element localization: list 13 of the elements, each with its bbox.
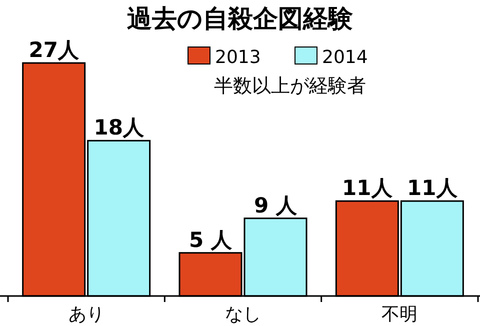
x-tick-label: なし xyxy=(225,304,261,325)
x-tick-label: 不明 xyxy=(382,304,418,325)
data-label: 18人 xyxy=(94,116,145,140)
data-label: 11人 xyxy=(407,176,458,200)
legend-label: 2014 xyxy=(322,47,368,68)
legend-label: 2013 xyxy=(215,47,261,68)
data-label: 11人 xyxy=(342,176,394,200)
data-label: 5 人 xyxy=(189,228,233,252)
chart-title: 過去の自殺企図経験 xyxy=(127,4,353,33)
data-label: 9 人 xyxy=(254,193,298,218)
data-label: 27人 xyxy=(28,38,80,62)
text: 半数以上が経験者 xyxy=(214,75,366,97)
x-tick-label: あり xyxy=(68,304,104,325)
